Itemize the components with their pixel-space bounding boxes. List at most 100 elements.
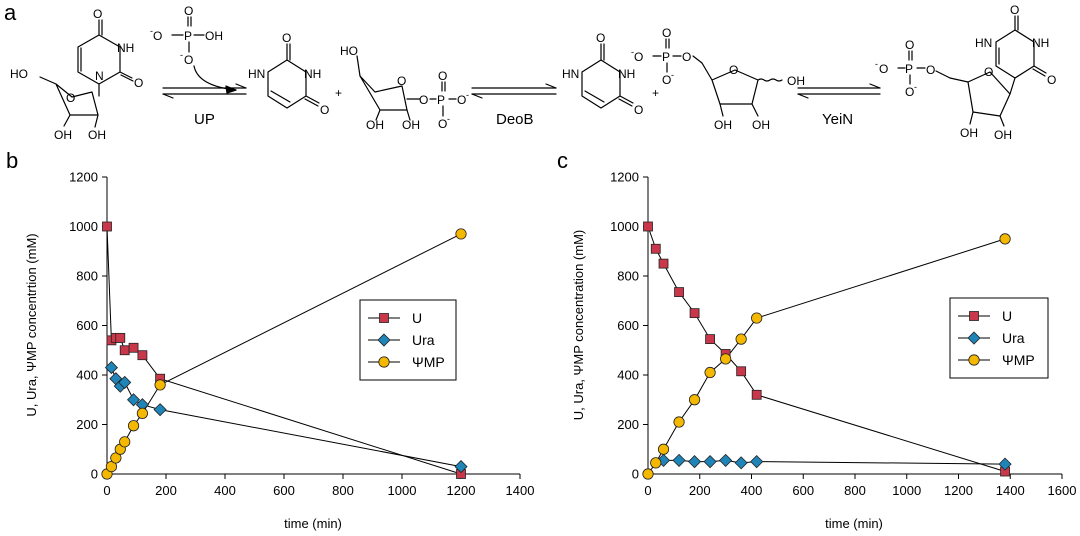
panel-label-b: b <box>6 148 18 173</box>
legend-marker-square <box>379 313 389 323</box>
atom-o: O <box>419 93 428 107</box>
data-point-circle <box>154 379 166 391</box>
x-tick-label: 600 <box>792 483 814 498</box>
x-tick-label: 200 <box>155 483 177 498</box>
atom-oh: OH <box>88 128 106 142</box>
atom-oh: OH <box>714 118 732 132</box>
enzyme-label-yein: YeiN <box>822 111 853 128</box>
data-point-diamond <box>104 361 118 375</box>
data-point-circle <box>657 443 670 455</box>
atom-o: O <box>438 69 447 83</box>
atom-oh: OH <box>402 118 420 132</box>
atom-o: O <box>282 31 291 45</box>
x-tick-label: 1400 <box>996 483 1025 498</box>
charge-minus: - <box>631 47 634 57</box>
series-line-2 <box>647 238 1006 475</box>
atom-ominus: O <box>438 117 447 131</box>
atom-ho: HO <box>10 67 28 81</box>
data-point-diamond <box>734 456 748 470</box>
data-point-circle <box>650 457 662 469</box>
y-tick-label: 400 <box>76 368 98 383</box>
data-point-square <box>689 308 700 319</box>
pseudouridine-monophosphate-molecule: O NH HN O O O P O O - O - OH OH <box>875 3 1056 142</box>
atom-hn: HN <box>562 67 579 81</box>
legend-marker-circle <box>378 356 390 368</box>
y-tick-label: 600 <box>76 318 98 333</box>
series-markers-c <box>642 221 1012 480</box>
atom-oh: OH <box>752 118 770 132</box>
data-point-diamond <box>719 453 733 467</box>
data-point-square <box>137 350 148 361</box>
atom-oh: OH <box>366 118 384 132</box>
data-point-square <box>119 345 130 356</box>
x-tick-label: 200 <box>689 483 711 498</box>
x-tick-label: 0 <box>103 483 110 498</box>
legend-label: Ura <box>1002 330 1025 346</box>
data-point-circle <box>110 452 122 464</box>
atom-oh: OH <box>787 74 805 88</box>
uracil-molecule: O NH HN O <box>248 31 329 117</box>
charge-minus: - <box>180 50 183 60</box>
reaction-scheme: a O NH O N O HO OH OH <box>4 0 1056 142</box>
data-point-square <box>115 332 126 343</box>
data-point-circle <box>720 353 732 365</box>
charge-minus: - <box>914 82 917 92</box>
y-tick-label: 800 <box>617 269 639 284</box>
data-point-diamond <box>118 375 132 389</box>
atom-o: O <box>926 63 935 77</box>
atom-hn: HN <box>248 67 265 81</box>
x-tick-label: 400 <box>741 483 763 498</box>
legend-c: U Ura ΨMP <box>949 297 1049 379</box>
x-tick-label: 800 <box>332 483 354 498</box>
data-point-diamond <box>998 457 1012 471</box>
x-tick-label: 1400 <box>506 483 535 498</box>
legend-marker-diamond <box>377 333 391 347</box>
x-axis-label-b: time (min) <box>284 516 342 531</box>
y-tick-label: 1200 <box>69 170 98 185</box>
y-tick-label: 0 <box>632 467 639 482</box>
atom-ominus: O <box>153 29 162 43</box>
atom-oh: OH <box>54 128 72 142</box>
x-tick-label: 400 <box>214 483 236 498</box>
y-tick-label: 1000 <box>610 219 639 234</box>
y-tick-label: 1200 <box>610 170 639 185</box>
data-point-diamond <box>153 403 167 417</box>
legend-label: Ura <box>412 332 435 348</box>
atom-o: O <box>662 26 671 40</box>
atom-nh: NH <box>618 67 635 81</box>
legend-label: ΨMP <box>1002 352 1035 368</box>
series-line-0 <box>647 226 1006 472</box>
data-point-square <box>650 243 661 254</box>
atom-oh: OH <box>205 29 223 43</box>
plus-sign: + <box>652 86 659 100</box>
legend-label: U <box>1002 308 1012 324</box>
atom-o: O <box>1047 73 1056 87</box>
atom-ho: HO <box>340 44 358 58</box>
x-tick-label: 600 <box>273 483 295 498</box>
atom-o: O <box>184 4 193 18</box>
data-point-circle <box>105 460 118 473</box>
data-point-circle <box>999 233 1011 245</box>
x-tick-label: 0 <box>644 483 651 498</box>
atom-o: O <box>682 50 691 64</box>
atom-hn: HN <box>975 36 992 50</box>
data-point-square <box>674 287 684 297</box>
data-point-circle <box>136 407 148 419</box>
atom-ominus: O <box>662 73 671 87</box>
atom-o: O <box>397 74 406 88</box>
chart-panel-c: c U, Ura, ΨMP concentration (mM) time (m… <box>557 148 1076 531</box>
x-tick-label: 1200 <box>447 483 476 498</box>
atom-ominus: O <box>879 62 888 76</box>
y-tick-label: 0 <box>91 467 98 482</box>
data-point-circle <box>127 420 140 432</box>
atom-nh: NH <box>117 41 134 55</box>
axes-b: 0 200 400 600 800 1000 1200 0 200 400 600 800 1000 12… <box>69 170 534 499</box>
atom-ominus: O <box>184 53 193 67</box>
x-tick-label: 1000 <box>892 483 921 498</box>
y-tick-label: 200 <box>76 417 98 432</box>
data-point-circle <box>642 468 654 480</box>
y-tick-label: 400 <box>617 368 639 383</box>
data-point-square <box>102 221 112 232</box>
legend-marker-square <box>969 311 979 321</box>
